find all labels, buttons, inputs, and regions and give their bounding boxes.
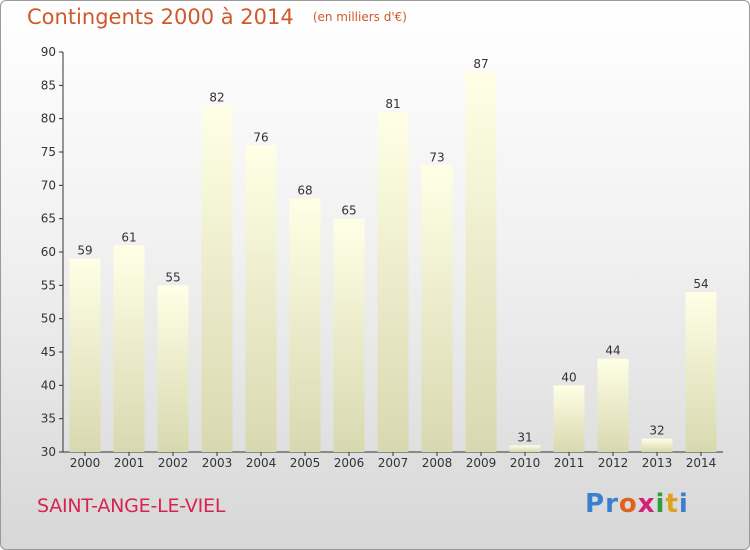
data-label-2009: 87: [473, 57, 488, 71]
data-label-2007: 81: [385, 97, 400, 111]
x-tick-label: 2000: [70, 456, 101, 470]
y-tick-label: 45: [41, 345, 56, 359]
y-tick-label: 70: [41, 178, 56, 192]
data-label-2002: 55: [165, 270, 180, 284]
chart-title-block: Contingents 2000 à 2014 (en milliers d'€…: [27, 5, 407, 29]
x-tick-label: 2005: [290, 456, 321, 470]
data-label-2006: 65: [341, 204, 356, 218]
x-tick-label: 2002: [158, 456, 189, 470]
data-label-2003: 82: [209, 90, 224, 104]
data-label-2001: 61: [121, 230, 136, 244]
data-label-2014: 54: [693, 277, 708, 291]
data-label-2010: 31: [517, 430, 532, 444]
bar-2007: [377, 112, 409, 452]
y-tick-label: 85: [41, 78, 56, 92]
y-tick-label: 90: [41, 45, 56, 59]
bar-2011: [553, 385, 585, 452]
x-tick-label: 2012: [598, 456, 629, 470]
bars: [69, 72, 717, 453]
x-tick-label: 2003: [202, 456, 233, 470]
logo-letter: i: [655, 489, 666, 519]
x-tick-label: 2008: [422, 456, 453, 470]
y-tick-label: 65: [41, 212, 56, 226]
logo-letter: P: [585, 489, 606, 519]
bar-2003: [201, 105, 233, 452]
unit-note: (en milliers d'€): [312, 10, 407, 24]
x-tick-label: 2013: [642, 456, 673, 470]
x-tick-label: 2004: [246, 456, 277, 470]
y-tick-label: 80: [41, 112, 56, 126]
y-tick-label: 60: [41, 245, 56, 259]
x-tick-label: 2011: [554, 456, 585, 470]
bar-2009: [465, 72, 497, 452]
chart-title: Contingents 2000 à 2014: [27, 5, 294, 29]
y-tick-label: 30: [41, 445, 56, 459]
y-tick-label: 40: [41, 378, 56, 392]
data-label-2012: 44: [605, 344, 620, 358]
x-tick-label: 2010: [510, 456, 541, 470]
axes: 30 35 40 45 50 55 60 65 70 75 80 85 90 2000 2001 2002 20…: [41, 45, 723, 470]
proxiti-logo: Proxiti: [585, 489, 689, 519]
logo-letter: i: [678, 489, 689, 519]
data-label-2000: 59: [77, 244, 92, 258]
bar-2005: [289, 198, 321, 452]
x-tick-label: 2006: [334, 456, 365, 470]
data-label-2011: 40: [561, 370, 576, 384]
y-tick-label: 75: [41, 145, 56, 159]
data-labels: 59 61 55 82 76 68 65 81 73 87 31 40 44 32 54: [77, 57, 708, 444]
y-tick-label: 55: [41, 278, 56, 292]
data-label-2004: 76: [253, 130, 268, 144]
bar-2008: [421, 165, 453, 453]
logo-letter: r: [605, 489, 619, 519]
bar-2006: [333, 218, 365, 452]
x-tick-label: 2007: [378, 456, 409, 470]
bar-2004: [245, 145, 277, 453]
y-tick-label: 35: [41, 412, 56, 426]
x-tick-label: 2001: [114, 456, 145, 470]
bar-2014: [685, 292, 717, 452]
logo-letter: t: [665, 489, 679, 519]
data-label-2005: 68: [297, 184, 312, 198]
data-label-2008: 73: [429, 150, 444, 164]
logo-letter: o: [618, 489, 638, 519]
logo-letter: x: [637, 489, 656, 519]
bar-2000: [69, 258, 101, 452]
bar-2002: [157, 285, 189, 452]
commune-name: SAINT-ANGE-LE-VIEL: [37, 495, 226, 517]
bar-2010: [509, 445, 541, 452]
data-label-2013: 32: [649, 424, 664, 438]
bar-2013: [641, 438, 673, 452]
x-tick-label: 2009: [466, 456, 497, 470]
bar-2012: [597, 358, 629, 452]
bar-2001: [113, 245, 145, 452]
x-tick-label: 2014: [686, 456, 717, 470]
y-tick-label: 50: [41, 312, 56, 326]
